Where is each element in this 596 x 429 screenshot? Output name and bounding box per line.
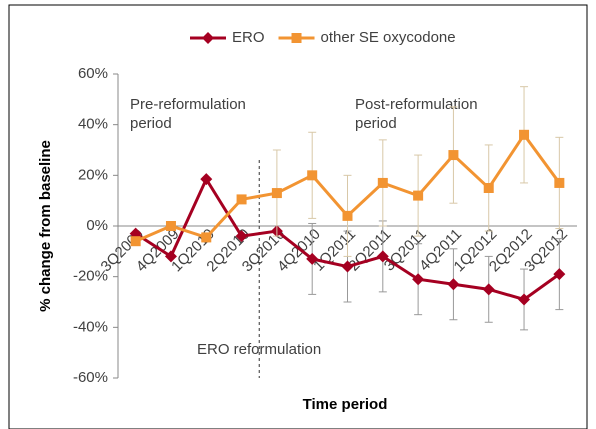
legend-label: ERO bbox=[232, 29, 265, 46]
marker bbox=[307, 170, 318, 181]
marker bbox=[377, 177, 388, 188]
marker bbox=[553, 268, 566, 281]
legend-marker bbox=[202, 32, 214, 44]
y-tick-label: 0% bbox=[86, 217, 108, 234]
frame bbox=[8, 4, 588, 429]
annotation: ERO reformulation bbox=[197, 341, 321, 358]
y-tick-label: -20% bbox=[73, 268, 108, 285]
marker bbox=[342, 210, 353, 221]
marker bbox=[165, 221, 176, 231]
marker bbox=[201, 232, 212, 243]
annotation: Post-reformulation bbox=[355, 96, 478, 113]
marker bbox=[482, 283, 495, 296]
marker bbox=[448, 150, 459, 161]
legend-label: other SE oxycodone bbox=[321, 29, 456, 46]
marker bbox=[519, 129, 530, 140]
y-tick-label: 20% bbox=[78, 166, 108, 183]
marker bbox=[483, 183, 494, 193]
marker bbox=[236, 194, 247, 205]
marker bbox=[200, 173, 213, 186]
marker bbox=[554, 177, 565, 188]
x-axis-label: Time period bbox=[303, 396, 388, 413]
marker bbox=[306, 252, 319, 265]
marker bbox=[518, 293, 531, 306]
marker bbox=[235, 230, 248, 243]
marker bbox=[413, 190, 424, 201]
marker bbox=[271, 188, 282, 199]
marker bbox=[412, 273, 425, 286]
marker bbox=[164, 250, 177, 263]
legend-item: other SE oxycodone bbox=[278, 29, 456, 46]
annotation: period bbox=[130, 115, 172, 132]
y-tick-label: -40% bbox=[73, 318, 108, 335]
annotation: Pre-reformulation bbox=[130, 96, 246, 113]
y-tick-label: -60% bbox=[73, 369, 108, 386]
y-axis-label: % change from baseline bbox=[37, 140, 54, 312]
legend-item: ERO bbox=[190, 29, 265, 46]
y-tick-label: 60% bbox=[78, 65, 108, 82]
marker bbox=[376, 250, 389, 263]
y-tick-label: 40% bbox=[78, 116, 108, 133]
legend-marker bbox=[291, 33, 302, 43]
marker bbox=[447, 278, 460, 291]
marker bbox=[341, 260, 354, 273]
annotation: period bbox=[355, 115, 397, 132]
marker bbox=[130, 236, 141, 247]
